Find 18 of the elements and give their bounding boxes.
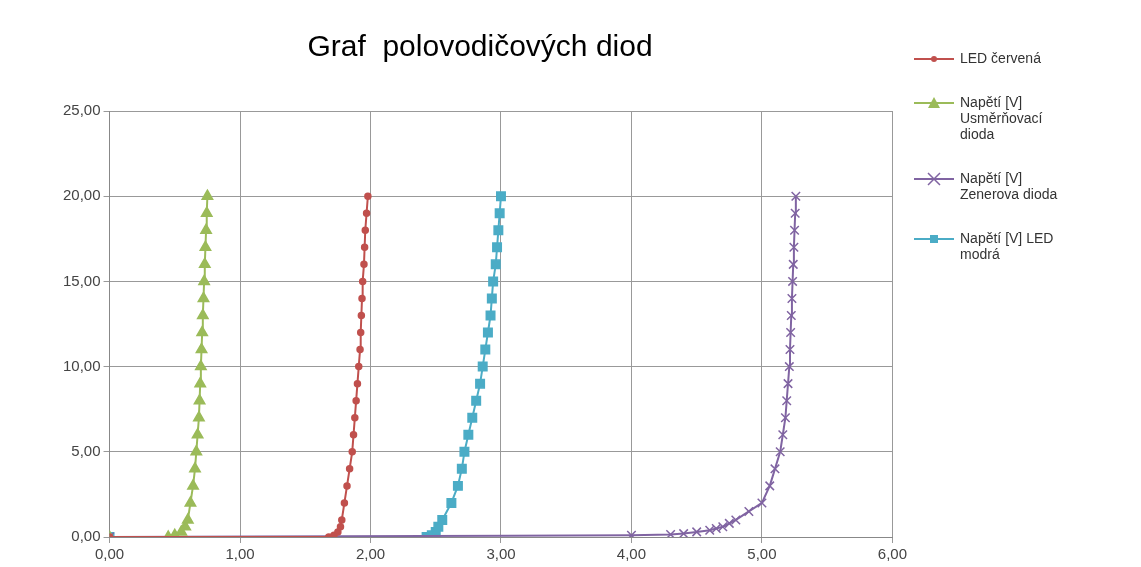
x-tick-label: 0,00 bbox=[94, 545, 125, 563]
x-tick-label: 3,00 bbox=[486, 545, 516, 563]
legend-label: Napětí [V] LED modrá bbox=[960, 230, 1055, 262]
x-tick-label: 6,00 bbox=[877, 545, 907, 563]
y-tick-label: 0,00 bbox=[71, 527, 101, 545]
legend-label: Napětí [V] Usměrňovací dioda bbox=[960, 94, 1044, 142]
chart-title: Graf polovodičových diod bbox=[307, 29, 653, 63]
legend-label: Napětí [V] Zenerova dioda bbox=[960, 170, 1059, 202]
y-tick-label: 25,00 bbox=[62, 101, 101, 119]
y-tick-label: 20,00 bbox=[62, 186, 101, 204]
x-tick-label: 5,00 bbox=[747, 545, 777, 563]
legend-label: LED červená bbox=[960, 50, 1042, 66]
x-tick-label: 1,00 bbox=[225, 545, 255, 563]
x-tick-label: 4,00 bbox=[616, 545, 647, 563]
y-tick-label: 10,00 bbox=[62, 356, 101, 374]
x-tick-label: 2,00 bbox=[355, 545, 386, 563]
y-tick-label: 15,00 bbox=[62, 271, 101, 289]
y-tick-label: 5,00 bbox=[71, 441, 101, 459]
